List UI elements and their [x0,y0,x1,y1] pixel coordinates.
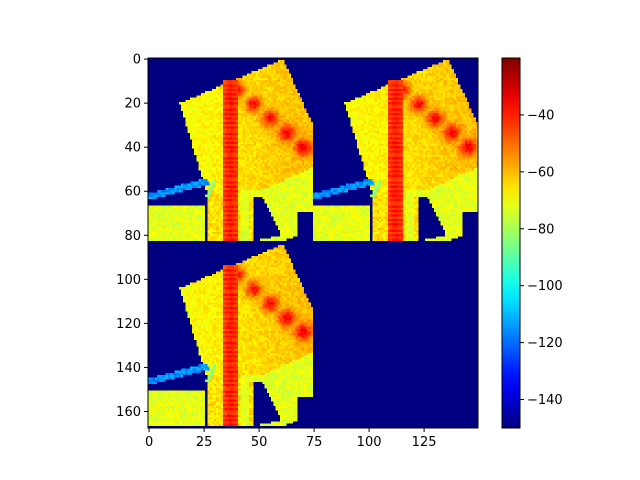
colorbar-tick-label: −120 [527,336,563,351]
colorbar-tick-label: −60 [527,165,554,180]
colorbar-tick-label: −80 [527,222,554,237]
x-tick-label: 125 [412,435,437,450]
colorbar: −40 −60 −80 −100 −120 −140 [501,57,563,429]
colorbar-tick-label: −40 [527,108,554,123]
plot-frame [147,57,479,429]
colorbar-frame [501,57,521,429]
colorbar-gradient-bar [502,58,520,428]
heatmap-plot-area [147,57,479,429]
y-tick-label: 160 [116,405,141,420]
x-tick-label: 100 [357,435,382,450]
y-tick-label: 100 [116,273,141,288]
y-tick-label: 0 [133,53,141,68]
y-tick-label: 20 [124,97,141,112]
heatmap-image [148,58,478,428]
y-tick-label: 40 [124,141,141,156]
x-tick-label: 75 [306,435,323,450]
y-tick-label: 140 [116,361,141,376]
y-tick-label: 60 [124,185,141,200]
x-tick-label: 25 [196,435,213,450]
y-axis: 0 20 40 60 80 100 120 140 160 [116,53,148,420]
y-tick-label: 120 [116,317,141,332]
colorbar-tick-label: −140 [527,393,563,408]
x-tick-label: 0 [145,435,153,450]
colorbar-ticks: −40 −60 −80 −100 −120 −140 [520,108,563,408]
x-axis: 0 25 50 75 100 125 [145,428,437,450]
x-tick-label: 50 [251,435,268,450]
colorbar-tick-label: −100 [527,279,563,294]
y-tick-label: 80 [124,229,141,244]
